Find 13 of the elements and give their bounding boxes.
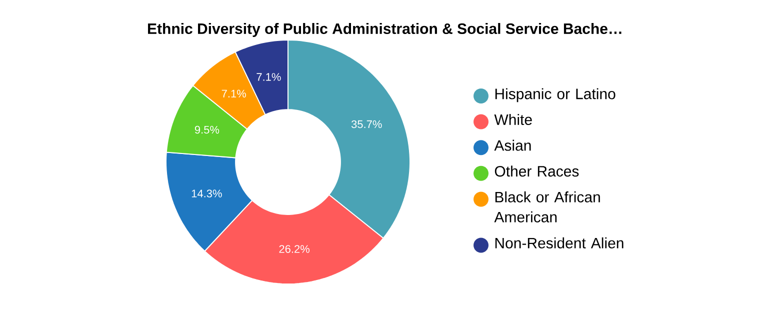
data-label: 26.2% <box>279 245 310 253</box>
data-label: 35.7% <box>351 120 382 128</box>
data-label: 9.5% <box>194 126 220 134</box>
legend-label: Asian <box>494 140 531 151</box>
data-label: 7.1% <box>222 90 246 98</box>
legend-label: Black or African American <box>494 191 600 222</box>
legend-label: White <box>494 114 532 126</box>
data-label: 7.1% <box>256 73 281 81</box>
legend-label: Hispanic or Latino <box>495 88 616 102</box>
legend-label: Other Races <box>494 166 579 177</box>
legend-label: Non-Resident Alien <box>495 237 624 248</box>
chart-title: Ethnic Diversity of Public Administration & Social Service Bache… <box>148 23 622 37</box>
data-label: 14.3% <box>192 190 222 198</box>
